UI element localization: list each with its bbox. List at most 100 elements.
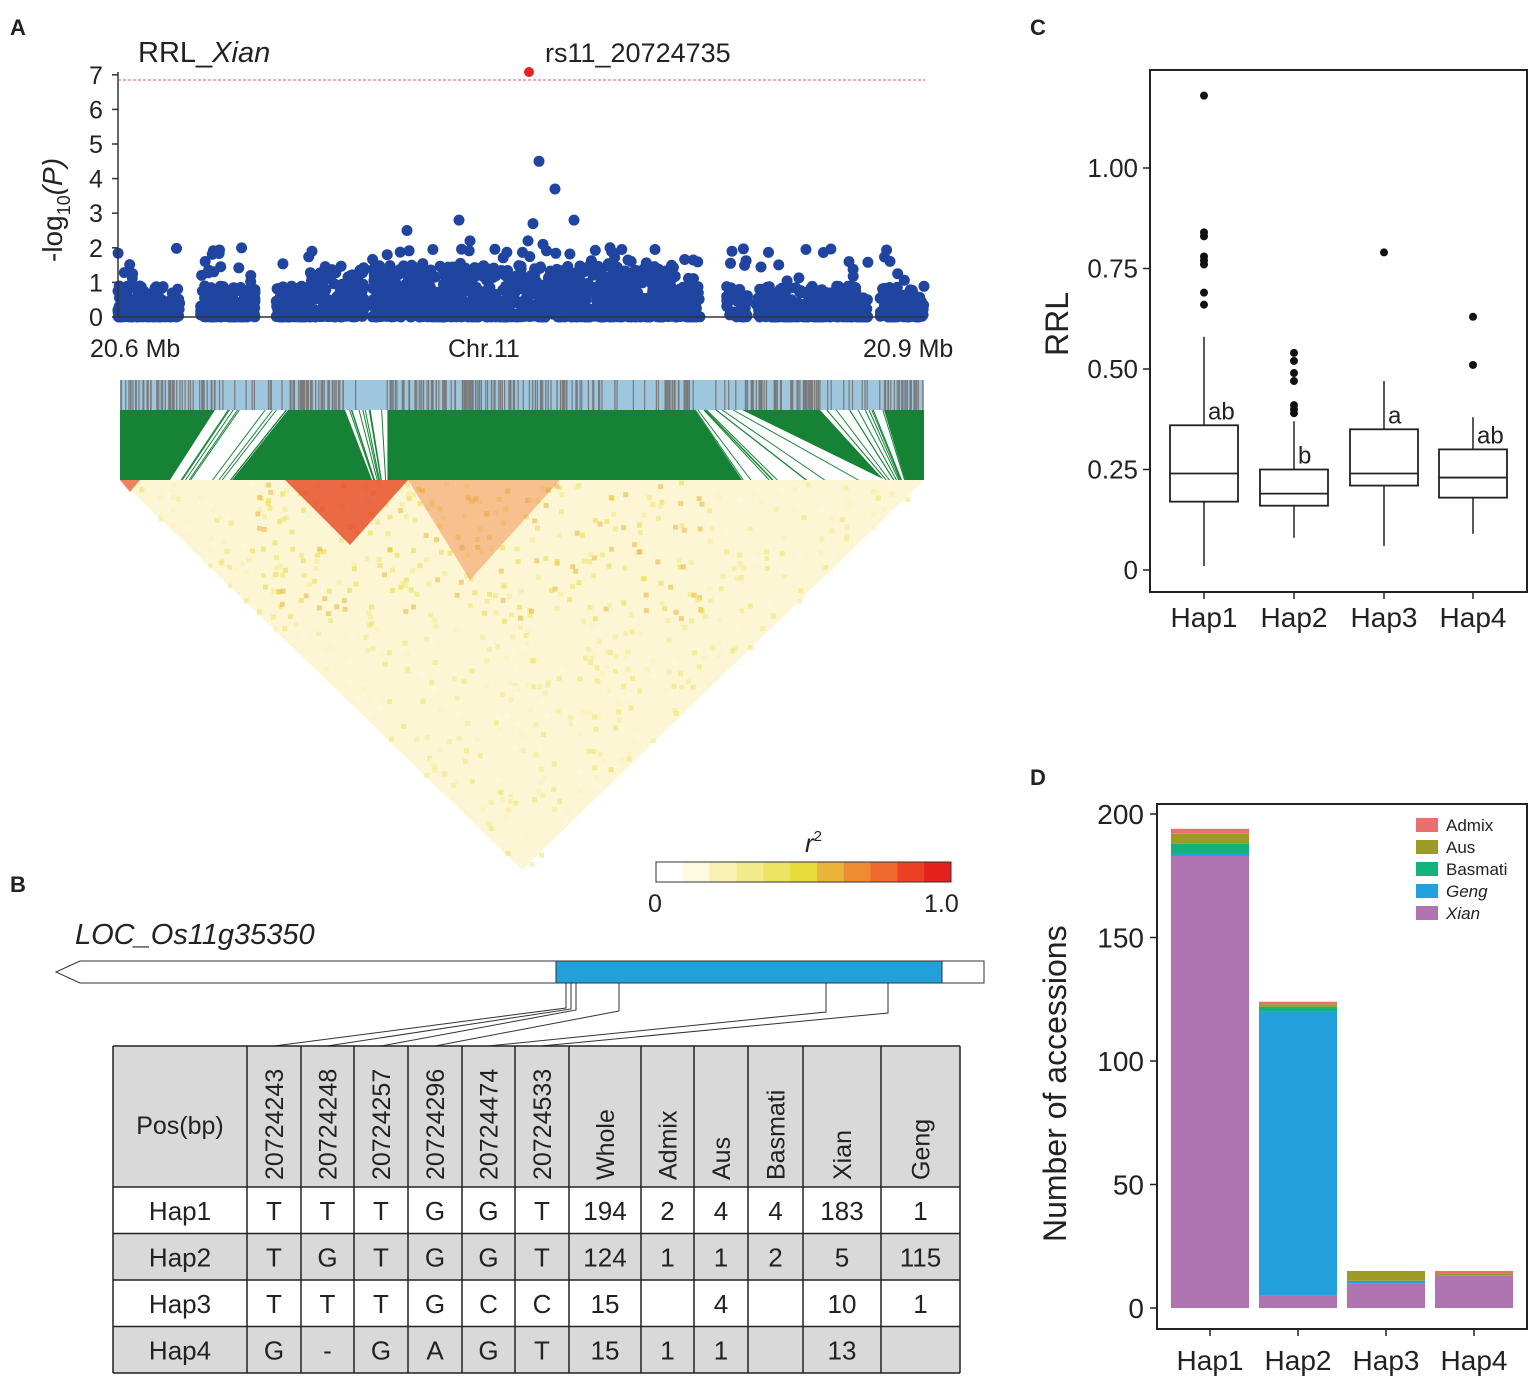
boxplot-y-tick-label: 0.75 (1087, 254, 1138, 284)
ld-heatmap-cell (169, 528, 175, 533)
ld-heatmap-cell (250, 548, 256, 554)
manhattan-point (126, 272, 138, 284)
manhattan-point (622, 305, 633, 317)
stacked-bar-x-tick-label: Hap1 (1177, 1345, 1244, 1376)
ld-heatmap-cell (280, 572, 286, 578)
ld-heatmap-cell (630, 675, 636, 681)
ld-heatmap-cell (472, 590, 478, 596)
stacked-bar-segment-xian (1435, 1275, 1513, 1308)
ld-heatmap-cell (272, 626, 278, 632)
manhattan-point (236, 242, 248, 254)
ld-connector-line (721, 409, 825, 481)
manhattan-point (740, 255, 752, 267)
ld-heatmap-cell (535, 575, 541, 581)
table-cell: T (534, 1336, 550, 1366)
ld-heatmap-cell (428, 612, 434, 618)
ld-heatmap-cell (366, 610, 372, 616)
ld-heatmap-cell (587, 605, 593, 610)
ld-heatmap-cell (273, 555, 279, 561)
ld-heatmap-cell (540, 699, 545, 705)
ld-heatmap-cell (244, 569, 249, 575)
ld-heatmap-cell (592, 517, 598, 523)
ld-heatmap-cell (629, 629, 635, 635)
manhattan-y-tick-label: 4 (89, 166, 103, 194)
ld-heatmap-cell (667, 669, 673, 675)
boxplot-outlier (1200, 300, 1208, 309)
ld-heatmap-cell (731, 566, 737, 572)
manhattan-point (564, 248, 576, 260)
ld-heatmap-cell (557, 811, 563, 817)
manhattan-point (889, 300, 901, 312)
ld-heatmap-cell (773, 507, 779, 513)
ld-heatmap-cell (284, 488, 290, 494)
ld-heatmap-cell (266, 498, 272, 503)
table-cell: - (323, 1336, 332, 1366)
ld-heatmap-cell (554, 483, 560, 489)
ld-heatmap-cell (510, 649, 516, 655)
ld-heatmap-cell (779, 550, 785, 556)
ld-heatmap-cell (739, 608, 745, 614)
ld-heatmap-cell (687, 592, 693, 597)
ld-heatmap-cell (528, 707, 534, 713)
ld-heatmap-cell (382, 572, 387, 578)
ld-heatmap-cell (594, 678, 600, 684)
manhattan-y-tick-label: 7 (89, 62, 103, 90)
manhattan-point (304, 296, 316, 308)
ld-heatmap-cell (214, 518, 220, 523)
ld-heatmap-cell (313, 566, 319, 572)
ld-heatmap-cell (597, 680, 603, 686)
manhattan-point (725, 306, 736, 318)
boxplot-significance-letter: a (1388, 402, 1402, 429)
ld-heatmap-cell (429, 679, 435, 685)
ld-heatmap-cell (514, 546, 520, 552)
manhattan-point (335, 260, 347, 272)
manhattan-point (456, 243, 468, 255)
table-cell: T (534, 1196, 550, 1226)
ld-heatmap-cell (709, 526, 715, 532)
ld-heatmap-cell (588, 660, 594, 665)
ld-heatmap-cell (498, 789, 504, 795)
ylabel-end: (P) (37, 158, 68, 195)
boxplot-y-ticks: 0 0.25 0.50 0.75 1.00 (1087, 153, 1150, 585)
stacked-bar-segment-xian (1259, 1295, 1337, 1308)
ld-heatmap-cell (504, 655, 509, 661)
ld-heatmap-cell (737, 552, 743, 558)
ld-heatmap-cell (257, 507, 263, 512)
ld-heatmap-cell (255, 511, 261, 517)
ld-heatmap-cell (267, 506, 273, 512)
ld-heatmap-cell (557, 798, 563, 804)
manhattan-point (774, 284, 786, 295)
ld-heatmap-cell (573, 568, 579, 574)
ld-heatmap-cell (500, 797, 506, 802)
ld-heatmap-cell (398, 507, 404, 513)
ld-heatmap-cell (518, 732, 524, 738)
manhattan-point (755, 261, 767, 273)
haplotype-table: Pos(bp) 20724243 20724248 20724257 20724296 2… (112, 1045, 961, 1374)
ld-connector-line (212, 409, 266, 481)
table-cell: G (478, 1243, 498, 1273)
manhattan-point (409, 262, 421, 274)
manhattan-point (804, 288, 816, 300)
manhattan-point (535, 261, 546, 273)
ld-heatmap-cell (366, 711, 372, 717)
stacked-bar-segment-aus (1259, 1004, 1337, 1007)
ld-heatmap-cell (546, 680, 552, 686)
ld-heatmap-cell (626, 756, 632, 762)
ld-heatmap-cell (551, 786, 557, 792)
manhattan-point (735, 294, 747, 306)
ld-heatmap-cell (542, 821, 548, 827)
table-cell: T (373, 1243, 389, 1273)
ld-heatmap-cell (175, 496, 181, 502)
manhattan-point (124, 259, 136, 271)
ld-heatmap-cell (521, 645, 527, 651)
snp-connector (540, 983, 889, 1047)
ld-connector-gap (695, 410, 885, 480)
ld-heatmap-cell (394, 552, 400, 558)
ld-heatmap-cell (287, 614, 293, 620)
ylabel-sub: 10 (54, 195, 74, 215)
ld-heatmap-cell (589, 655, 594, 661)
stacked-bar-segment-admix (1435, 1270, 1513, 1274)
ld-heatmap-cell (499, 692, 505, 698)
ld-heatmap-cell (651, 738, 657, 744)
manhattan-point (162, 307, 174, 319)
